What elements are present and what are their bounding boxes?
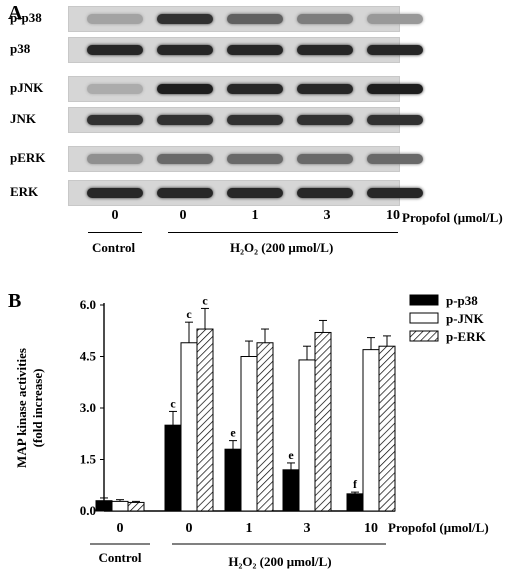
propofol-axis-label: Propofol (μmol/L): [402, 210, 503, 225]
h2o2-label: H₂O₂ (200 μmol/L): [230, 240, 334, 255]
significance-label: c: [202, 293, 208, 307]
legend-swatch: [409, 312, 439, 324]
h2o2-label: H₂O₂ (200 μmol/L): [228, 554, 331, 569]
blot-strip: [68, 180, 423, 206]
bar: [240, 356, 258, 512]
control-label: Control: [92, 240, 136, 255]
blot-band: [297, 154, 353, 164]
lane-label: 0: [179, 208, 187, 223]
bar: [256, 342, 274, 512]
category-label: 3: [304, 521, 311, 536]
blot-band: [367, 115, 423, 125]
category-label: 0: [117, 521, 124, 536]
category-label: 0: [186, 521, 193, 536]
blot-label: p-p38: [10, 10, 42, 25]
blot-label: ERK: [10, 184, 39, 199]
category-label: 1: [246, 521, 253, 536]
blot-band: [227, 188, 283, 198]
y-tick-label: 3.0: [80, 400, 96, 415]
blot-band: [227, 14, 283, 24]
bar: [362, 349, 380, 512]
bar: [346, 493, 364, 512]
legend-swatch: [409, 330, 439, 342]
blot-band: [87, 115, 143, 125]
legend-label: p-p38: [446, 293, 478, 308]
blot-band: [87, 154, 143, 164]
blot-band: [227, 84, 283, 94]
y-tick-label: 4.5: [80, 349, 97, 364]
blot-band: [227, 154, 283, 164]
lane-label: 1: [251, 208, 259, 223]
panel-a-label: A: [8, 2, 23, 24]
blot-label: pERK: [10, 150, 46, 165]
blot-band: [157, 154, 213, 164]
bar: [378, 345, 396, 512]
significance-label: f: [353, 477, 358, 491]
bar: [127, 501, 145, 512]
legend-label: p-ERK: [446, 329, 487, 344]
blot-band: [367, 188, 423, 198]
blot-strip: [68, 146, 423, 172]
lane-label: 0: [111, 208, 119, 223]
blot-strip: [68, 6, 423, 32]
h2o2-underline: [168, 232, 398, 233]
bar: [196, 328, 214, 512]
bar: [180, 342, 198, 512]
blot-band: [367, 14, 423, 24]
blot-band: [157, 188, 213, 198]
blot-band: [297, 14, 353, 24]
bar: [314, 331, 332, 512]
blot-band: [157, 115, 213, 125]
y-tick-label: 1.5: [80, 452, 97, 467]
blot-label: JNK: [10, 111, 36, 126]
legend-label: p-JNK: [446, 311, 484, 326]
blot-band: [367, 84, 423, 94]
blot-band: [367, 45, 423, 55]
y-axis-label: (fold increase): [30, 369, 45, 448]
blot-label: pJNK: [10, 80, 44, 95]
significance-label: e: [230, 426, 236, 440]
blot-band: [87, 188, 143, 198]
control-label: Control: [98, 550, 141, 565]
lane-label: 10: [386, 208, 400, 223]
blot-band: [87, 45, 143, 55]
lane-label: 3: [323, 208, 331, 223]
blot-band: [157, 45, 213, 55]
bar: [282, 469, 300, 512]
bar: [111, 500, 129, 512]
bar: [298, 359, 316, 512]
y-tick-label: 0.0: [80, 503, 96, 518]
y-axis-label: MAP kinase activities: [14, 348, 29, 468]
significance-label: c: [186, 307, 192, 321]
bar: [224, 448, 242, 512]
significance-label: e: [288, 448, 294, 462]
panel-b-label: B: [8, 290, 22, 312]
y-tick-label: 6.0: [80, 297, 96, 312]
blot-strip: [68, 37, 423, 63]
blot-strip: [68, 107, 423, 133]
control-underline: [88, 232, 142, 233]
blot-band: [297, 188, 353, 198]
blot-band: [297, 115, 353, 125]
blot-band: [157, 84, 213, 94]
blot-band: [297, 84, 353, 94]
blot-strip: [68, 76, 423, 102]
blot-band: [227, 45, 283, 55]
category-label: 10: [364, 521, 378, 536]
blot-band: [87, 84, 143, 94]
blot-band: [227, 115, 283, 125]
legend-swatch: [409, 294, 439, 306]
bar: [164, 424, 182, 512]
bar: [95, 500, 113, 512]
blot-band: [157, 14, 213, 24]
propofol-axis-label: Propofol (μmol/L): [388, 520, 489, 535]
blot-band: [87, 14, 143, 24]
blot-band: [297, 45, 353, 55]
significance-label: c: [170, 396, 176, 410]
bar-chart: 0.0 1.5 3.0 4.5 6.0 MAP kinase activities (fol…: [14, 293, 489, 569]
blot-band: [367, 154, 423, 164]
blot-label: p38: [10, 41, 31, 56]
